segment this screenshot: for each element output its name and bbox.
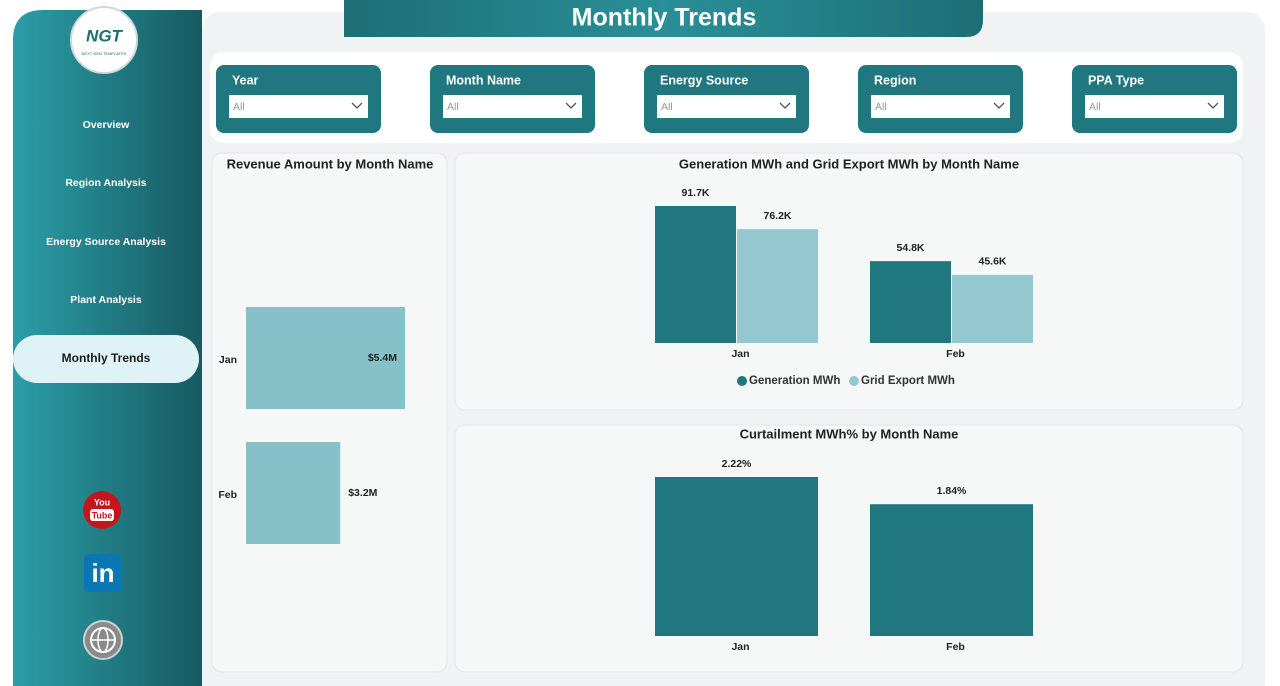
filter-dropdown[interactable]: [657, 95, 796, 118]
data-label: 1.84%: [937, 485, 967, 497]
data-label: $5.4M: [368, 352, 397, 364]
category-label: Jan: [731, 641, 749, 653]
nav-item[interactable]: Energy Source Analysis: [46, 236, 166, 248]
bar: [655, 206, 736, 343]
dropdown-chevron: [565, 102, 577, 109]
legend-swatch: [737, 376, 747, 386]
nav-item[interactable]: Plant Analysis: [70, 294, 142, 306]
filter-label: Year: [232, 73, 259, 87]
nav-item[interactable]: Overview: [83, 119, 131, 131]
nav-item[interactable]: Region Analysis: [65, 177, 146, 189]
youtube-text: You: [94, 497, 110, 507]
youtube-text: Tube: [92, 510, 113, 520]
data-label: $3.2M: [348, 487, 377, 499]
filter-dropdown[interactable]: [443, 95, 582, 118]
filter-dropdown[interactable]: [229, 95, 368, 118]
filter-value: All: [447, 101, 459, 113]
data-label: 54.8K: [896, 242, 924, 254]
chart-panel: [454, 152, 1244, 411]
bar: [952, 274, 1033, 343]
filter-value: All: [661, 101, 673, 113]
filter-value: All: [233, 101, 245, 113]
filter-dropdown[interactable]: [1085, 95, 1224, 118]
chart-panel: [454, 424, 1244, 673]
dropdown-chevron: [993, 102, 1005, 109]
dropdown-chevron: [351, 102, 363, 109]
legend-label: Grid Export MWh: [861, 375, 955, 387]
linkedin-text: in: [91, 558, 114, 588]
linkedin-icon[interactable]: [84, 554, 122, 592]
filter-value: All: [1089, 101, 1101, 113]
logo: [70, 6, 138, 74]
dropdown-chevron: [1207, 102, 1219, 109]
title-banner: [344, 0, 983, 37]
bar: [737, 229, 818, 343]
bar: [246, 307, 405, 409]
data-label: 76.2K: [763, 210, 791, 222]
chart-panel: [211, 152, 448, 673]
chart-title: Curtailment MWh% by Month Name: [740, 426, 959, 441]
category-label: Feb: [218, 489, 237, 501]
page-title: Monthly Trends: [572, 4, 757, 32]
data-label: 45.6K: [978, 256, 1006, 268]
chart-title: Generation MWh and Grid Export MWh by Mo…: [679, 156, 1019, 171]
data-label: 91.7K: [681, 187, 709, 199]
filter-dropdown[interactable]: [871, 95, 1010, 118]
chart-title: Revenue Amount by Month Name: [227, 156, 434, 171]
filter-label: Energy Source: [660, 73, 748, 87]
category-label: Feb: [946, 641, 965, 653]
bar: [870, 504, 1033, 636]
dropdown-chevron: [779, 102, 791, 109]
filter-label: Month Name: [446, 73, 521, 87]
active-nav: [13, 335, 199, 383]
filter-label: Region: [874, 73, 916, 87]
nav-item[interactable]: Monthly Trends: [62, 351, 151, 365]
data-label: 2.22%: [722, 458, 752, 470]
bar: [870, 261, 951, 343]
category-label: Jan: [731, 348, 749, 360]
category-label: Feb: [946, 348, 965, 360]
legend-label: Generation MWh: [749, 375, 840, 387]
logo-subtitle: NEXT GEN TEMPLATES: [82, 51, 127, 56]
bar: [655, 477, 818, 636]
bar: [246, 442, 341, 544]
youtube-tube: [90, 509, 114, 521]
legend-swatch: [849, 376, 859, 386]
logo-text: NGT: [86, 26, 124, 45]
filter-value: All: [875, 101, 887, 113]
filter-label: PPA Type: [1088, 73, 1144, 87]
category-label: Jan: [219, 354, 237, 366]
